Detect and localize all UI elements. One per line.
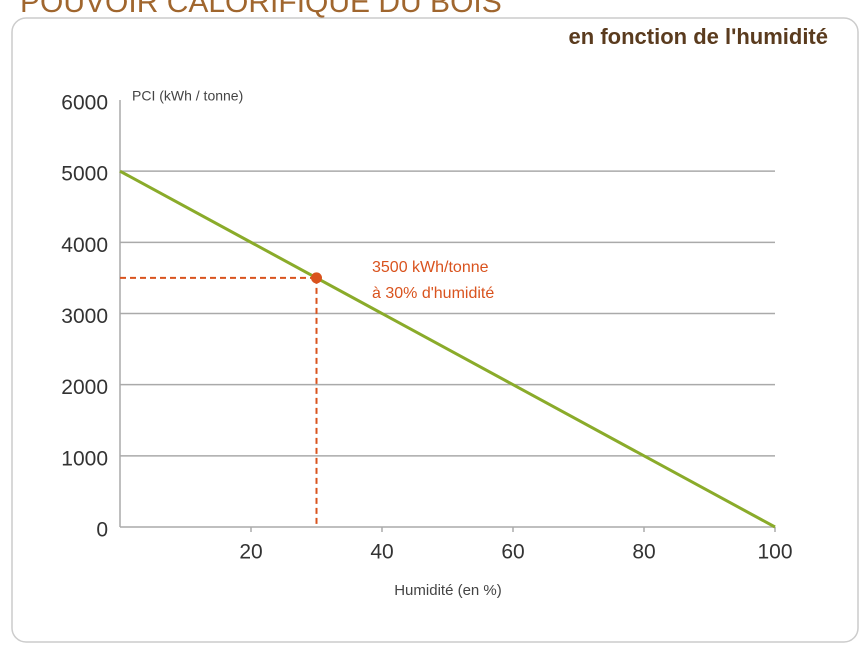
x-tick-label: 100 xyxy=(757,541,792,564)
y-tick-label: 6000 xyxy=(61,92,108,115)
annotation: à 30% d'humidité xyxy=(372,285,494,302)
x-tick-label: 60 xyxy=(501,541,524,564)
series-line xyxy=(119,169,776,529)
x-tick-label: 80 xyxy=(632,541,655,564)
chart-title: POUVOIR CALORIFIQUE DU BOIS xyxy=(20,0,502,19)
chart-subtitle: en fonction de l'humidité xyxy=(569,24,828,49)
y-tick-label: 5000 xyxy=(61,163,108,186)
y-tick-label: 2000 xyxy=(61,376,108,399)
x-tick-label: 40 xyxy=(370,541,393,564)
y-tick-label: 3000 xyxy=(61,305,108,328)
x-axis-label: Humidité (en %) xyxy=(394,582,502,599)
frame xyxy=(11,17,859,643)
annotation: 3500 kWh/tonne xyxy=(372,259,489,276)
highlight-point xyxy=(311,272,322,284)
y-tick-label: 4000 xyxy=(61,234,108,257)
y-axis-label: PCI (kWh / tonne) xyxy=(132,88,243,104)
y-tick-label: 0 xyxy=(96,519,108,542)
x-tick-label: 20 xyxy=(239,541,262,564)
y-tick-label: 1000 xyxy=(61,447,108,470)
